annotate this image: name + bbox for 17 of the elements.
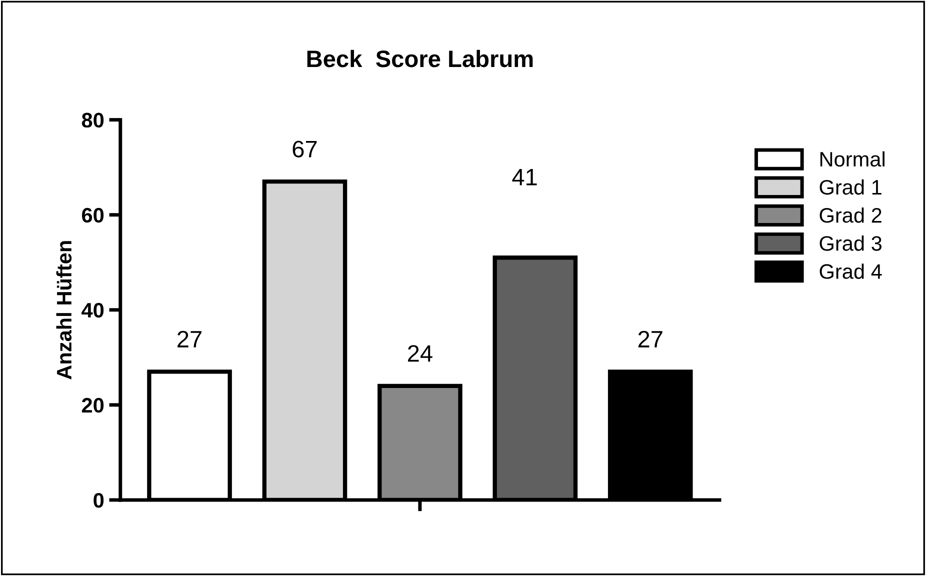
y-tick-label: 40	[82, 302, 104, 318]
y-axis-title: Anzahl Hüften	[56, 241, 72, 380]
legend-label: Grad 2	[820, 207, 882, 223]
annotation: 41	[512, 168, 537, 186]
legend-label: Grad 4	[820, 264, 882, 279]
y-tick-label: 0	[94, 492, 104, 508]
data-label: 27	[178, 330, 202, 348]
data-label: 67	[292, 140, 317, 158]
y-tick-label: 60	[82, 208, 104, 223]
legend-label: Grad 3	[820, 236, 882, 251]
y-tick-label: 20	[82, 398, 104, 413]
data-label: 24	[408, 345, 432, 362]
legend-label: Grad 1	[820, 179, 882, 195]
data-label: 27	[638, 330, 662, 348]
chart-title: Beck Score Labrum	[307, 50, 533, 68]
legend-label: Normal	[820, 151, 884, 167]
y-tick-label: 80	[82, 112, 104, 128]
